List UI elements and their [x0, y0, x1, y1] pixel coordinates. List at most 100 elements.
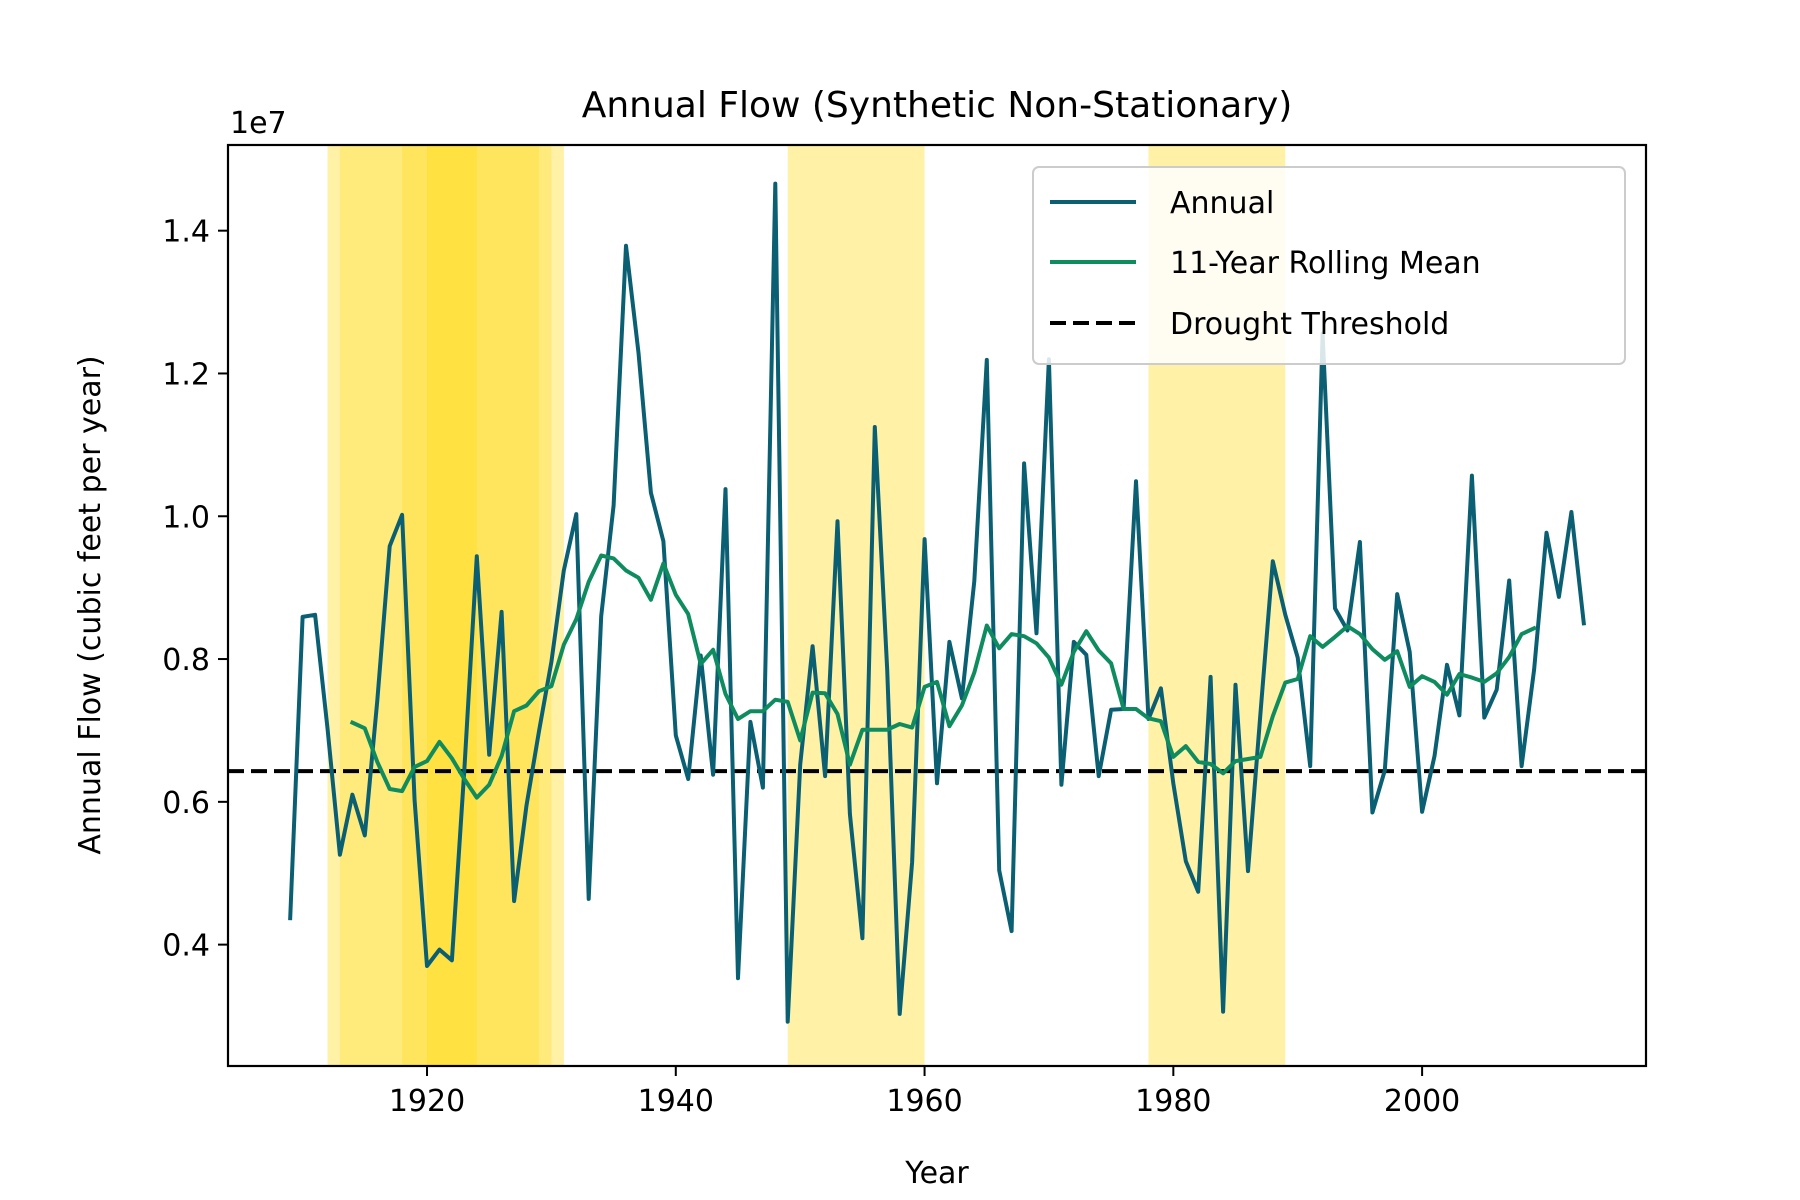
y-tick-label: 0.6	[162, 786, 210, 821]
annual-point	[1222, 1011, 1224, 1013]
annual-point	[637, 352, 640, 354]
y-tick-label: 0.8	[162, 643, 210, 678]
annual-point	[986, 359, 988, 361]
rolling-mean-point	[1272, 715, 1274, 717]
annual-point	[1346, 629, 1349, 632]
rolling-mean-point	[438, 741, 441, 743]
rolling-mean-point	[488, 784, 490, 786]
rolling-mean-points	[351, 554, 1535, 799]
rolling-mean-point	[874, 729, 876, 731]
rolling-mean-point	[1172, 756, 1174, 758]
annual-point	[1583, 622, 1585, 624]
annual-point	[563, 569, 565, 572]
annual-point	[501, 611, 503, 613]
rolling-mean-point	[712, 649, 714, 651]
rolling-mean-point	[737, 718, 739, 720]
annual-point	[1247, 870, 1249, 872]
rolling-mean-point	[687, 613, 689, 615]
annual-point	[886, 669, 888, 671]
rolling-mean-point	[1322, 646, 1324, 648]
rolling-mean-point	[1197, 761, 1199, 763]
legend: Annual 11-Year Rolling Mean Drought Thre…	[1032, 166, 1626, 365]
annual-point	[1185, 860, 1187, 862]
rolling-mean-point	[1508, 656, 1510, 658]
annual-point	[662, 540, 665, 542]
rolling-mean-point	[588, 581, 590, 583]
rolling-mean-point	[849, 764, 851, 766]
rolling-mean-point	[1035, 642, 1038, 644]
annual-point	[948, 641, 951, 643]
annual-point	[326, 727, 329, 729]
annual-point	[650, 492, 652, 494]
annual-point	[1309, 765, 1311, 767]
rolling-mean-point	[973, 672, 975, 674]
drought-span-3	[427, 145, 477, 1066]
annual-point	[438, 949, 441, 951]
annual-point	[1085, 654, 1087, 656]
annual-point	[401, 514, 403, 516]
rolling-mean-point	[1073, 651, 1075, 653]
drought-span-4	[787, 145, 925, 1066]
y-axis: 0.4 0.6 0.8 1.0 1.2 1.4	[162, 215, 228, 964]
rolling-mean-point	[1023, 635, 1025, 637]
annual-point	[513, 900, 515, 902]
annual-point	[488, 754, 490, 756]
annual-point	[389, 545, 391, 547]
legend-box	[1032, 166, 1626, 365]
rolling-mean-point	[1259, 756, 1261, 758]
annual-point	[824, 775, 826, 777]
annual-point	[1060, 784, 1062, 786]
annual-point	[613, 504, 615, 507]
rolling-mean-point	[700, 663, 702, 665]
legend-threshold-label: Drought Threshold	[1170, 307, 1449, 342]
annual-point	[1533, 669, 1535, 671]
rolling-mean-point	[364, 727, 366, 729]
y-axis-title: Annual Flow (cubic feet per year)	[73, 355, 108, 854]
rolling-mean-point	[986, 624, 988, 627]
rolling-mean-point	[911, 727, 913, 729]
rolling-mean-point	[525, 704, 528, 707]
rolling-mean-point	[924, 686, 926, 688]
rolling-mean-point	[563, 644, 565, 646]
annual-point	[1521, 765, 1523, 767]
rolling-mean-point	[762, 710, 764, 712]
annual-point	[463, 769, 465, 772]
rolling-mean-point	[401, 790, 403, 792]
rolling-mean-point	[1346, 625, 1349, 627]
annual-point	[1073, 641, 1075, 643]
rolling-mean-point	[1110, 662, 1112, 664]
annual-point	[749, 721, 752, 723]
rolling-mean-point	[675, 594, 677, 596]
annual-point	[687, 778, 689, 780]
annual-point	[1110, 709, 1112, 711]
annual-point	[1545, 532, 1548, 534]
annual-point	[351, 794, 353, 796]
y-tick-label: 0.4	[162, 929, 210, 964]
x-axis: 1920 1940 1960 1980 2000	[389, 1066, 1460, 1119]
annual-point	[1011, 930, 1013, 932]
rolling-mean-point	[961, 704, 963, 707]
annual-point	[961, 697, 963, 699]
y-tick-label: 1.2	[162, 357, 210, 392]
rolling-mean-point	[1359, 633, 1361, 635]
annual-point	[1384, 769, 1386, 772]
annual-point	[1508, 579, 1510, 582]
rolling-mean-point	[1521, 633, 1523, 635]
x-tick-label: 1980	[1135, 1084, 1211, 1119]
x-tick-label: 1960	[886, 1084, 962, 1119]
rolling-mean-point	[538, 690, 540, 692]
annual-point	[774, 183, 776, 185]
rolling-mean-point	[625, 569, 627, 572]
rolling-mean-point	[812, 692, 814, 694]
annual-point	[1396, 593, 1398, 595]
annual-point	[476, 555, 478, 557]
annual-point	[1297, 657, 1299, 659]
rolling-mean-point	[787, 701, 789, 703]
annual-point	[675, 734, 677, 737]
y-offset-label: 1e7	[230, 106, 287, 141]
rolling-mean-point	[948, 725, 951, 727]
rolling-mean-point	[1483, 681, 1485, 683]
rolling-mean-point	[1533, 627, 1535, 629]
drought-span-0	[327, 145, 564, 1066]
